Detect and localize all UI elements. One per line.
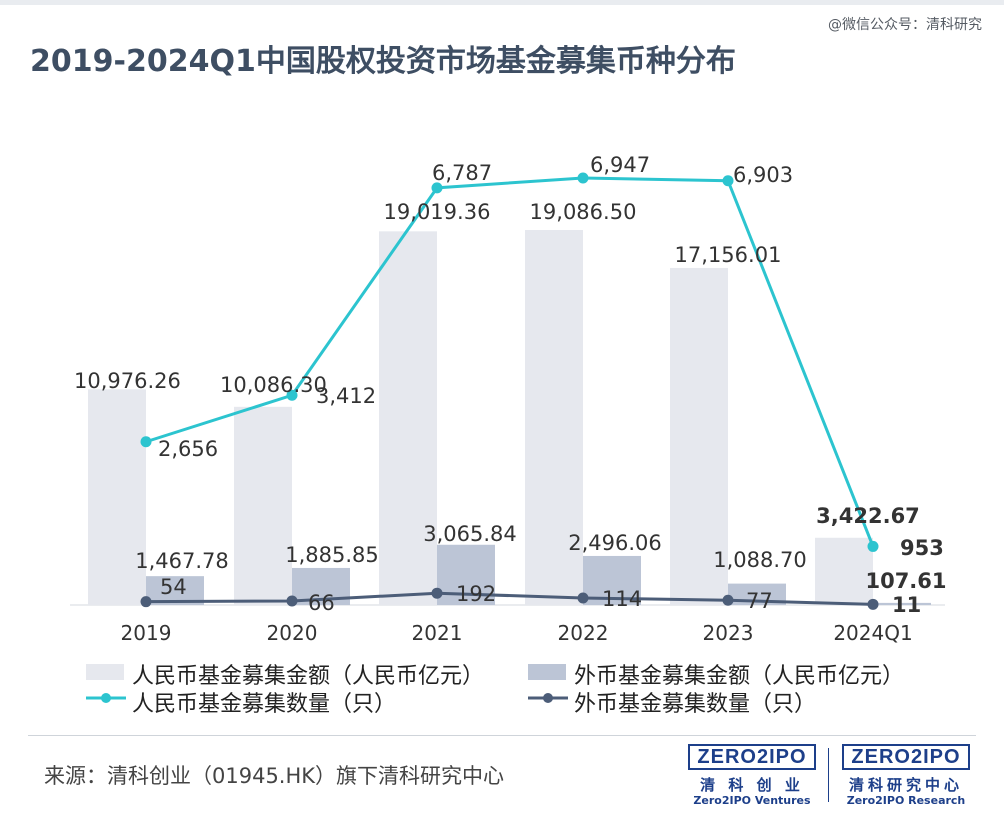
data-label-fx-amount: 2,496.06	[568, 531, 662, 555]
logo-badge: ZERO2IPO	[842, 744, 970, 770]
x-tick-label: 2022	[558, 621, 609, 645]
bar-rmb-amount	[670, 267, 728, 605]
legend-swatch-fx-count	[528, 693, 568, 703]
legend-label-fx-count: 外币基金募集数量（只）	[574, 692, 817, 717]
zero2ipo-ventures-logo: ZERO2IPO 清 科 创 业 Zero2IPO Ventures	[688, 744, 818, 808]
point-fx-count	[577, 592, 589, 604]
data-label-fx-count: 54	[160, 575, 187, 599]
logo-en-text: Zero2IPO Research	[846, 794, 966, 807]
data-label-fx-amount: 1,467.78	[135, 549, 229, 573]
footer-divider	[28, 735, 976, 736]
point-rmb-count	[286, 389, 298, 401]
bar-fx-amount	[873, 602, 931, 605]
top-band	[0, 0, 1004, 5]
point-rmb-count	[722, 175, 734, 187]
chart-title: 2019-2024Q1中国股权投资市场基金募集币种分布	[30, 44, 736, 79]
x-tick-label: 2021	[412, 621, 463, 645]
point-rmb-count	[431, 182, 443, 194]
data-label-fx-count: 11	[892, 593, 921, 617]
legend-swatch-fx-amount	[528, 664, 566, 680]
point-fx-count	[140, 596, 152, 608]
x-tick-label: 2019	[121, 621, 172, 645]
point-fx-count	[431, 587, 443, 599]
logo-badge: ZERO2IPO	[688, 744, 816, 770]
data-label-fx-amount: 3,065.84	[423, 522, 517, 546]
data-label-fx-amount: 107.61	[865, 569, 946, 593]
point-fx-count	[286, 595, 298, 607]
data-label-rmb-count: 3,412	[316, 384, 376, 408]
watermark: @微信公众号：清科研究	[828, 17, 982, 33]
data-label-rmb-amount: 19,086.50	[530, 200, 637, 224]
data-label-fx-count: 77	[746, 589, 773, 613]
legend-label-rmb-amount: 人民币基金募集金额（人民币亿元）	[132, 664, 485, 689]
logo-cn-text: 清科研究中心	[848, 776, 963, 794]
data-label-rmb-amount: 10,086.30	[220, 373, 327, 397]
logo-divider	[828, 748, 829, 802]
bar-rmb-amount	[88, 389, 146, 605]
zero2ipo-research-logo: ZERO2IPO 清科研究中心 Zero2IPO Research	[842, 744, 972, 808]
bar-rmb-amount	[815, 537, 873, 605]
x-tick-label: 2023	[703, 621, 754, 645]
data-label-rmb-count: 953	[900, 536, 944, 560]
data-label-fx-amount: 1,885.85	[285, 543, 379, 567]
line-fx-count	[145, 591, 874, 606]
chart-canvas: 2019 2020 2021 2022 2023 2024Q1 10,976.26 10,08…	[70, 153, 947, 645]
line-rmb-count	[145, 176, 875, 547]
logo-cn-text: 清 科 创 业	[700, 776, 804, 794]
legend-label-rmb-count: 人民币基金募集数量（只）	[132, 692, 397, 717]
point-fx-count	[867, 598, 879, 610]
x-tick-label: 2024Q1	[833, 621, 912, 645]
data-label-rmb-amount: 10,976.26	[74, 369, 181, 393]
legend-label-fx-amount: 外币基金募集金额（人民币亿元）	[574, 664, 905, 689]
legend-swatch-rmb-amount	[86, 664, 124, 680]
data-label-rmb-amount: 3,422.67	[816, 504, 920, 528]
data-label-fx-amount: 1,088.70	[713, 548, 807, 572]
data-label-rmb-amount: 19,019.36	[384, 200, 491, 224]
bar-rmb-amount	[234, 406, 292, 605]
x-tick-label: 2020	[267, 621, 318, 645]
data-label-fx-count: 114	[602, 587, 642, 611]
logo-en-text: Zero2IPO Ventures	[693, 794, 811, 807]
point-rmb-count	[577, 172, 589, 184]
data-label-rmb-count: 2,656	[158, 437, 218, 461]
source-note: 来源：清科创业（01945.HK）旗下清科研究中心	[44, 764, 505, 788]
bar-rmb-amount	[379, 231, 437, 605]
point-rmb-count	[140, 436, 152, 448]
bar-rmb-amount	[525, 230, 583, 605]
point-rmb-count	[867, 540, 879, 552]
data-label-rmb-count: 6,947	[590, 153, 650, 177]
data-label-fx-count: 192	[456, 582, 496, 606]
data-label-rmb-count: 6,787	[432, 161, 492, 185]
data-label-rmb-count: 6,903	[733, 163, 793, 187]
data-label-fx-count: 66	[308, 591, 335, 615]
data-label-rmb-amount: 17,156.01	[675, 243, 782, 267]
legend-swatch-rmb-count	[86, 693, 126, 703]
point-fx-count	[722, 594, 734, 606]
